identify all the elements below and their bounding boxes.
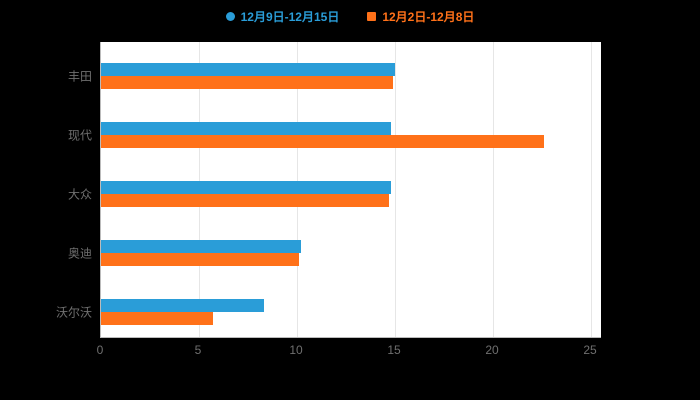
category-label-沃尔沃: 沃尔沃 — [55, 305, 92, 319]
legend-label: 12月9日-12月15日 — [240, 9, 340, 24]
x-tick-label-10: 10 — [289, 343, 303, 357]
bar-现代-series0[interactable] — [101, 121, 392, 135]
chart-legend: 12月9日-12月15日 12月2日-12月8日 — [0, 6, 700, 26]
gridline — [591, 42, 592, 337]
bar-奥迪-series1[interactable] — [101, 252, 299, 266]
x-tick-label-0: 0 — [96, 343, 104, 357]
x-tick-label-25: 25 — [583, 343, 597, 357]
bar-沃尔沃-series1[interactable] — [101, 311, 213, 325]
legend-item-1[interactable]: 12月2日-12月8日 — [367, 8, 474, 25]
gridline — [395, 42, 396, 337]
category-label-现代: 现代 — [67, 128, 92, 142]
bar-现代-series1[interactable] — [101, 134, 544, 148]
legend-marker-circle-icon — [225, 11, 235, 21]
bar-丰田-series0[interactable] — [101, 62, 395, 76]
x-tick-label-20: 20 — [485, 343, 499, 357]
bar-沃尔沃-series0[interactable] — [101, 298, 264, 312]
category-label-丰田: 丰田 — [67, 69, 92, 83]
gridline — [493, 42, 494, 337]
bar-丰田-series1[interactable] — [101, 75, 394, 89]
legend-label: 12月2日-12月8日 — [382, 9, 475, 24]
bar-大众-series1[interactable] — [101, 193, 390, 207]
plot-area — [100, 42, 601, 338]
category-label-奥迪: 奥迪 — [67, 246, 92, 260]
x-tick-label-15: 15 — [387, 343, 401, 357]
legend-marker-square-icon — [367, 11, 377, 21]
bar-奥迪-series0[interactable] — [101, 239, 301, 253]
legend-item-0[interactable]: 12月9日-12月15日 — [225, 8, 340, 25]
bar-大众-series0[interactable] — [101, 180, 392, 194]
category-label-大众: 大众 — [67, 187, 92, 201]
x-tick-label-5: 5 — [194, 343, 202, 357]
